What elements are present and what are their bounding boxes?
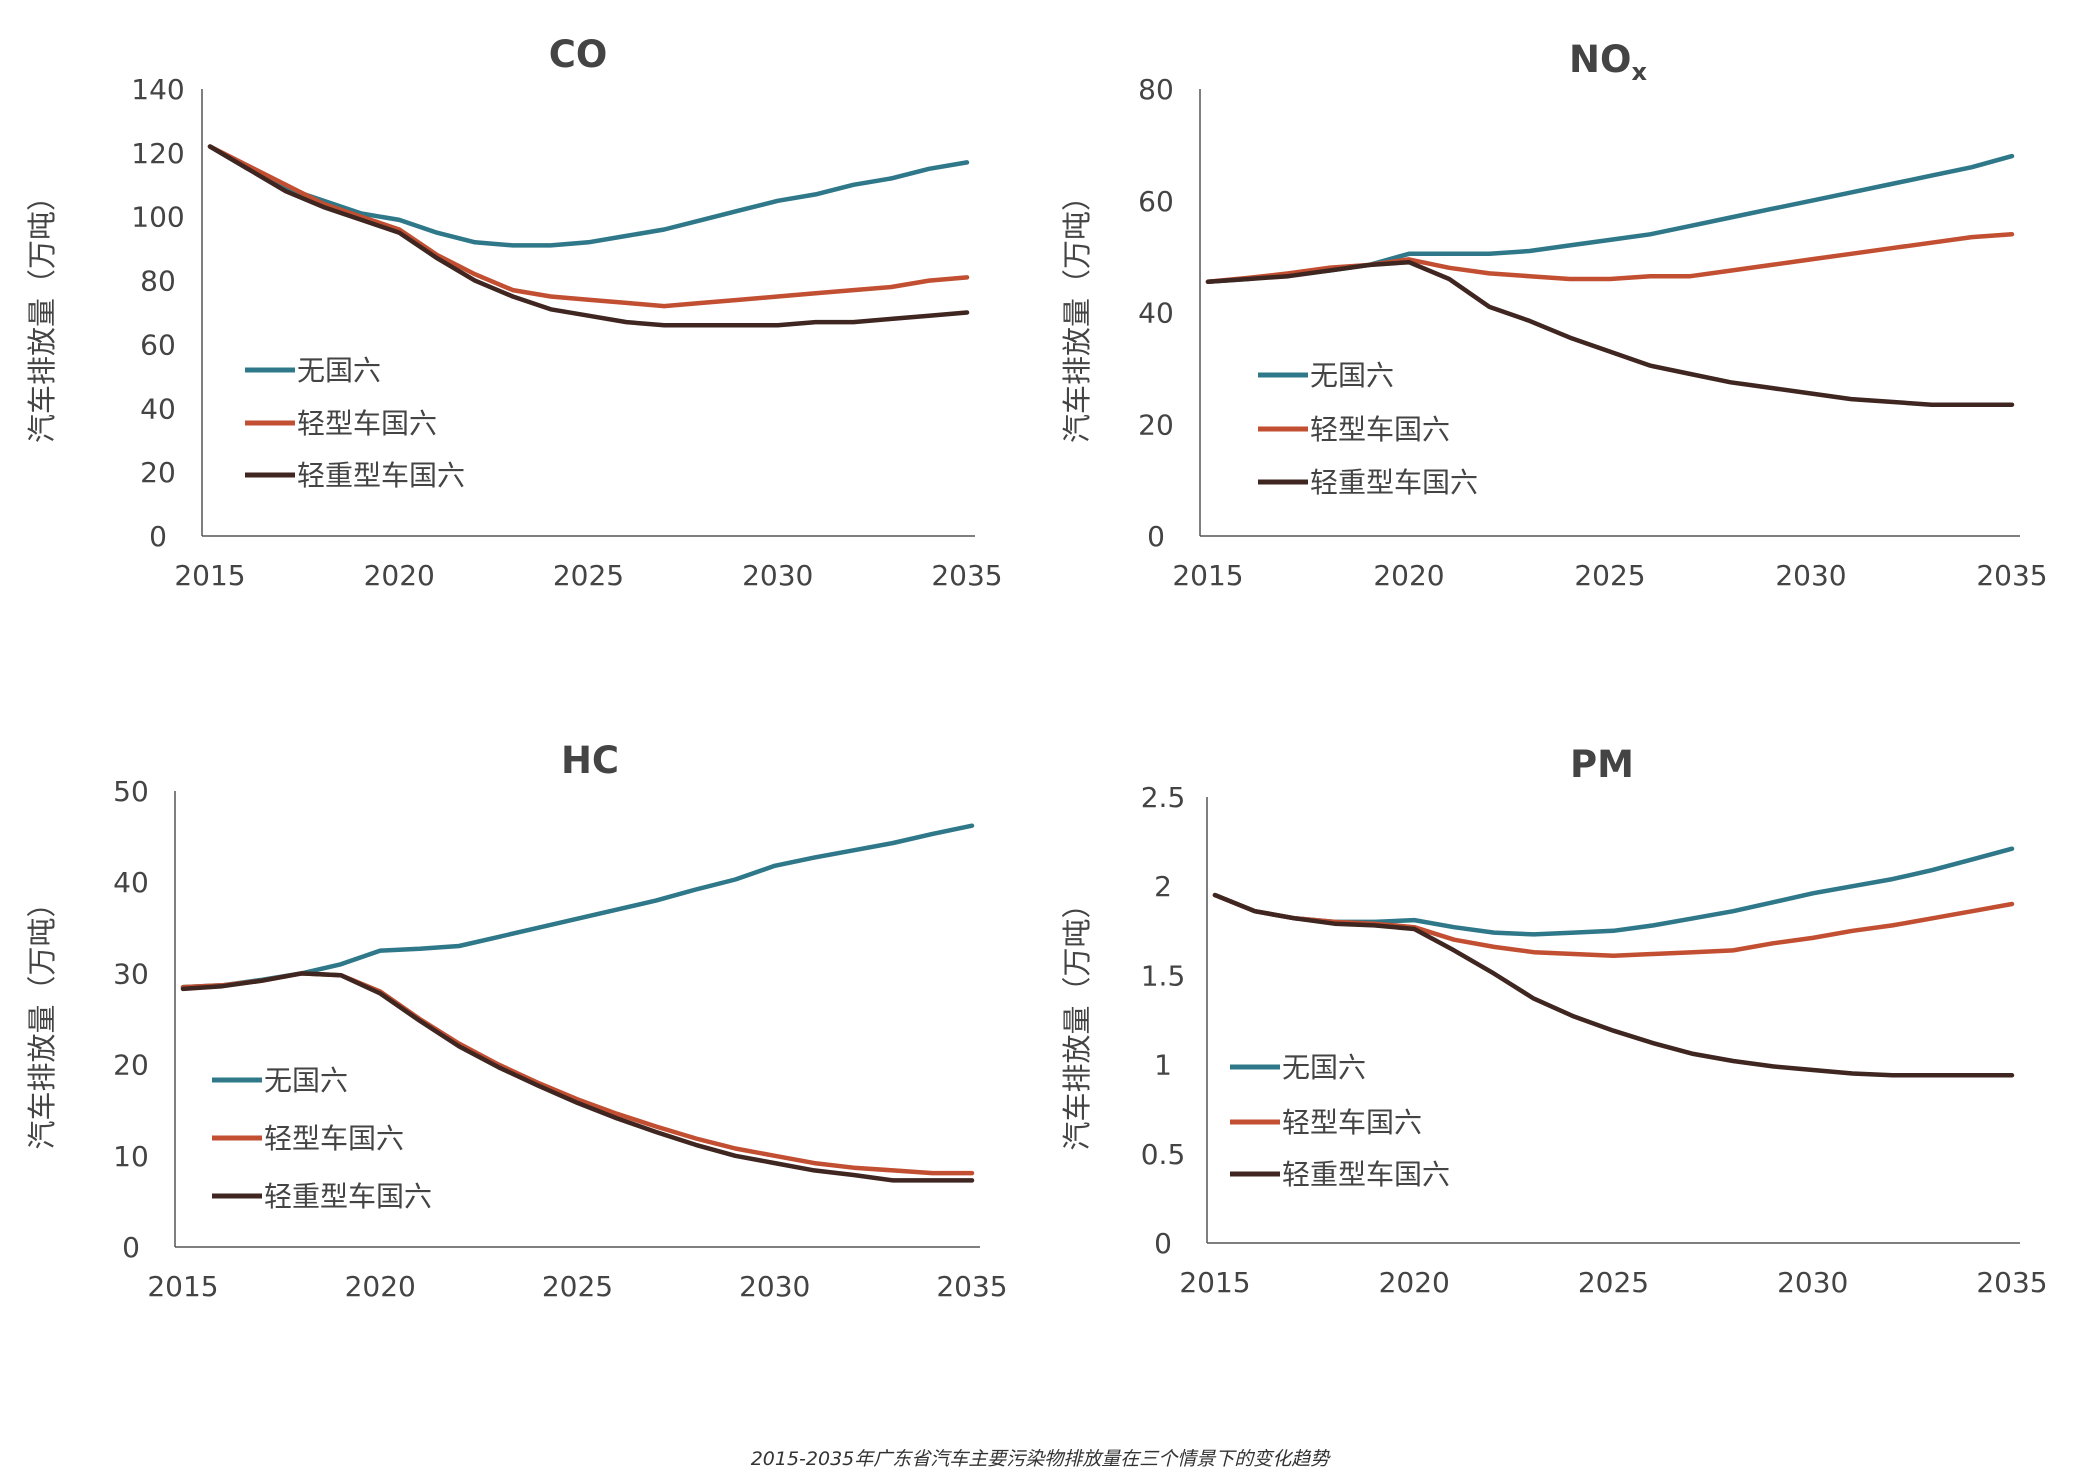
x-tick-label: 2015: [1172, 559, 1243, 592]
y-tick-label: 20: [140, 456, 176, 489]
chart-panel-nox: NOx 0 20 40 60 80 2015 2020 2025 2030 2035 汽车排放量（万吨…: [1060, 38, 2048, 592]
legend-label: 无国六: [1310, 359, 1394, 392]
y-tick-label: 60: [140, 328, 176, 361]
y-tick-label: 0.5: [1141, 1138, 1186, 1171]
y-tick-label: 1.5: [1141, 959, 1186, 992]
legend-label: 无国六: [1282, 1051, 1366, 1084]
y-tick-label: 80: [1138, 73, 1174, 106]
legend-label: 轻重型车国六: [1282, 1158, 1450, 1191]
y-tick-label: 100: [131, 201, 184, 234]
x-tick-label: 2035: [1976, 559, 2047, 592]
legend-label: 轻重型车国六: [1310, 466, 1478, 499]
y-tick-label: 50: [113, 775, 149, 808]
figure-caption: 2015-2035年广东省汽车主要污染物排放量在三个情景下的变化趋势: [750, 1448, 1330, 1470]
legend-label: 轻型车国六: [1282, 1106, 1422, 1139]
x-tick-label: 2015: [174, 559, 245, 592]
x-tick-label: 2015: [1179, 1266, 1250, 1299]
legend-label: 轻型车国六: [1310, 413, 1450, 446]
series-line-0: [207, 144, 970, 248]
x-tick-label: 2025: [553, 559, 624, 592]
chart-title: NOx: [1569, 38, 1647, 86]
series-line-2: [1205, 259, 2015, 407]
legend-label: 轻重型车国六: [264, 1180, 432, 1213]
series-line-2: [180, 971, 975, 1183]
series-line-2: [207, 144, 970, 328]
y-tick-label: 40: [113, 866, 149, 899]
x-tick-label: 2035: [931, 559, 1002, 592]
y-tick-label: 20: [113, 1049, 149, 1082]
x-tick-label: 2035: [1976, 1266, 2047, 1299]
chart-panel-pm: PM 0 0.5 1 1.5 2 2.5 2015 2020 2025 2030 2035 汽车排放量（…: [1060, 743, 2048, 1299]
y-axis-label: 汽车排放量（万吨）: [25, 888, 59, 1149]
y-tick-label: 0: [1147, 520, 1165, 553]
chart-title: CO: [549, 33, 608, 76]
y-tick-label: 80: [140, 265, 176, 298]
series-line-0: [180, 823, 975, 990]
x-tick-label: 2020: [364, 559, 435, 592]
x-tick-label: 2030: [1775, 559, 1846, 592]
chart-title: PM: [1570, 743, 1634, 786]
y-tick-label: 120: [131, 137, 184, 170]
x-tick-label: 2035: [936, 1270, 1007, 1303]
legend-label: 轻型车国六: [264, 1122, 404, 1155]
y-tick-label: 0: [1154, 1227, 1172, 1260]
series-line-2: [1212, 892, 2015, 1078]
y-tick-label: 60: [1138, 185, 1174, 218]
y-tick-label: 30: [113, 957, 149, 990]
x-tick-label: 2025: [1574, 559, 1645, 592]
y-tick-label: 20: [1138, 408, 1174, 441]
series-line-1: [207, 144, 970, 309]
y-tick-label: 40: [1138, 297, 1174, 330]
y-tick-label: 10: [113, 1140, 149, 1173]
y-tick-label: 2: [1154, 870, 1172, 903]
series-line-0: [1205, 153, 2015, 285]
y-tick-label: 0: [149, 520, 167, 553]
y-axis-label: 汽车排放量（万吨）: [1060, 182, 1094, 443]
x-tick-label: 2020: [1373, 559, 1444, 592]
x-tick-label: 2020: [345, 1270, 416, 1303]
y-axis-label: 汽车排放量（万吨）: [1060, 889, 1094, 1150]
chart-panel-co: CO 0 20 40 60 80 100 120 140 2015 2020 2025 2030 2035…: [25, 33, 1003, 592]
chart-title: HC: [561, 739, 619, 782]
x-tick-label: 2030: [742, 559, 813, 592]
y-tick-label: 1: [1154, 1049, 1172, 1082]
x-tick-label: 2030: [739, 1270, 810, 1303]
x-tick-label: 2020: [1379, 1266, 1450, 1299]
legend-label: 轻重型车国六: [297, 459, 465, 492]
x-tick-label: 2025: [1578, 1266, 1649, 1299]
y-tick-label: 40: [140, 392, 176, 425]
x-tick-label: 2015: [147, 1270, 218, 1303]
y-tick-label: 2.5: [1141, 781, 1186, 814]
legend-label: 无国六: [297, 354, 381, 387]
y-tick-label: 140: [131, 73, 184, 106]
legend-label: 无国六: [264, 1064, 348, 1097]
legend-label: 轻型车国六: [297, 407, 437, 440]
y-axis-label: 汽车排放量（万吨）: [25, 182, 59, 443]
x-tick-label: 2030: [1777, 1266, 1848, 1299]
y-tick-label: 0: [122, 1231, 140, 1264]
x-tick-label: 2025: [542, 1270, 613, 1303]
